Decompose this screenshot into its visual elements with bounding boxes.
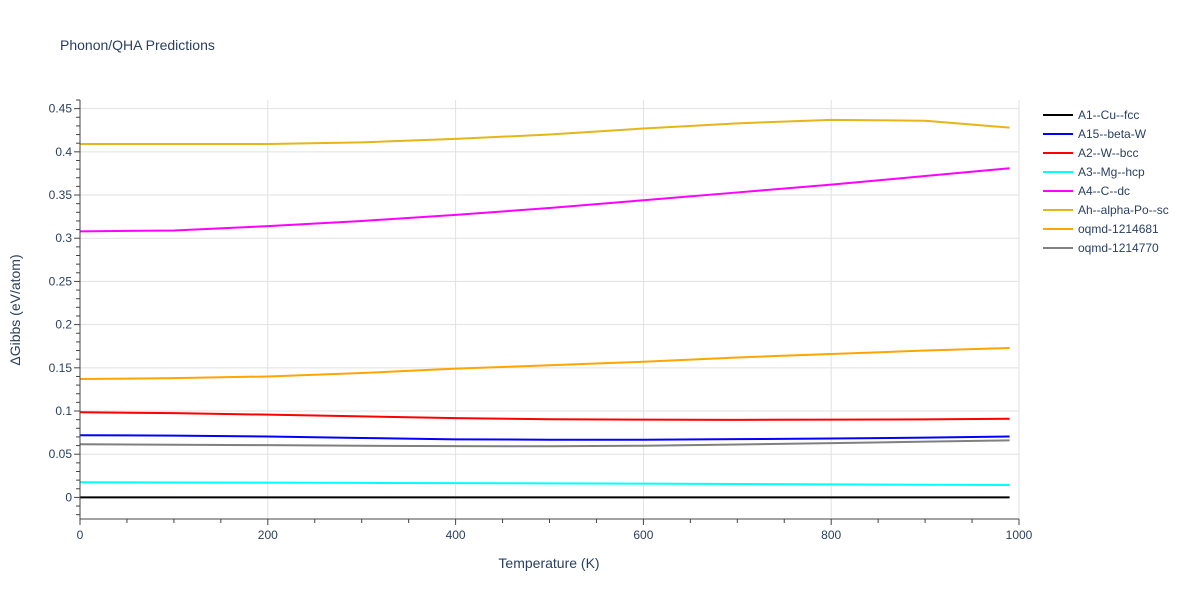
legend-item[interactable]: A4--C--dc xyxy=(1043,184,1130,198)
series-line xyxy=(79,346,1010,381)
axes: 0 200 400 600 800 1000 0 0.05 0.1 0.15 0.2 0.25 0.3 0… xyxy=(49,99,1033,542)
legend-item[interactable]: oqmd-1214681 xyxy=(1043,222,1159,236)
legend-item[interactable]: A15--beta-W xyxy=(1043,127,1147,141)
x-tick-label: 1000 xyxy=(1006,528,1033,542)
series-line xyxy=(80,118,1010,146)
series-layer xyxy=(79,118,1010,499)
x-tick-label: 0 xyxy=(77,528,84,542)
y-tick-label: 0.15 xyxy=(49,361,73,375)
legend-label: A2--W--bcc xyxy=(1078,146,1138,160)
legend-label: A1--Cu--fcc xyxy=(1078,108,1139,122)
legend-label: A4--C--dc xyxy=(1078,184,1130,198)
legend-label: A15--beta-W xyxy=(1078,127,1147,141)
x-tick-label: 200 xyxy=(258,528,278,542)
series-line xyxy=(79,411,1010,421)
grid xyxy=(80,100,1020,519)
chart-title: Phonon/QHA Predictions xyxy=(60,37,215,53)
legend-item[interactable]: Ah--alpha-Po--sc xyxy=(1043,203,1169,217)
legend-label: Ah--alpha-Po--sc xyxy=(1078,203,1169,217)
y-tick-label: 0 xyxy=(65,490,72,504)
legend-item[interactable]: A1--Cu--fcc xyxy=(1043,108,1139,122)
x-tick-label: 800 xyxy=(821,528,841,542)
y-tick-label: 0.4 xyxy=(55,145,72,159)
y-tick-label: 0.2 xyxy=(55,318,72,332)
legend[interactable]: A1--Cu--fcc A15--beta-W A2--W--bcc A3--Mg--… xyxy=(1043,108,1169,255)
series-line xyxy=(79,481,1010,487)
legend-item[interactable]: A2--W--bcc xyxy=(1043,146,1138,160)
legend-label: oqmd-1214770 xyxy=(1078,241,1159,255)
y-tick-label: 0.05 xyxy=(49,447,73,461)
x-tick-label: 600 xyxy=(633,528,653,542)
y-axis-title: ΔGibbs (eV/atom) xyxy=(7,254,23,365)
series-line xyxy=(79,434,1010,441)
legend-label: A3--Mg--hcp xyxy=(1078,165,1145,179)
x-tick-label: 400 xyxy=(446,528,466,542)
legend-label: oqmd-1214681 xyxy=(1078,222,1159,236)
legend-item[interactable]: oqmd-1214770 xyxy=(1043,241,1159,255)
y-tick-label: 0.25 xyxy=(49,274,73,288)
y-tick-label: 0.1 xyxy=(55,404,72,418)
series-line xyxy=(79,439,1010,448)
series-line xyxy=(79,167,1010,233)
y-tick-label: 0.35 xyxy=(49,188,73,202)
y-tick-label: 0.3 xyxy=(55,231,72,245)
legend-item[interactable]: A3--Mg--hcp xyxy=(1043,165,1145,179)
x-axis-title: Temperature (K) xyxy=(498,555,599,571)
y-tick-label: 0.45 xyxy=(49,102,73,116)
